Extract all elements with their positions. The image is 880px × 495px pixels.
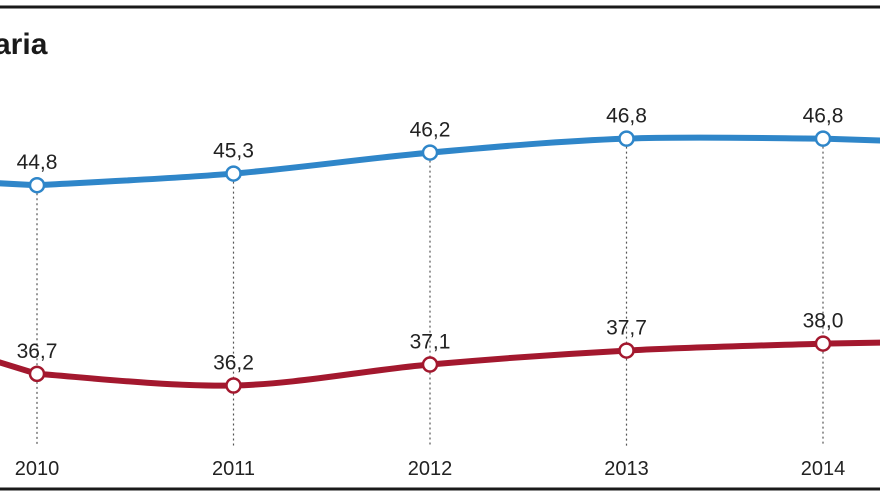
data-label: 46,8 [803, 105, 844, 128]
data-point [618, 342, 635, 359]
chart-title: aria [0, 28, 48, 61]
value-labels: 44,8 45,3 46,2 46,8 46,8 36,7 36,2 37,1 37,7 38,0 [17, 105, 844, 375]
data-label: 45,3 [213, 140, 254, 163]
x-tick-label: 2013 [604, 458, 649, 480]
data-point [421, 356, 439, 373]
x-tick-label: 2010 [15, 458, 60, 480]
data-point [618, 130, 635, 147]
x-tick-label: 2014 [801, 458, 846, 480]
data-point [421, 144, 439, 161]
series-line-right-stub [820, 135, 880, 144]
data-point [28, 365, 46, 383]
x-tick-label: 2011 [212, 458, 255, 480]
data-label: 37,7 [606, 317, 647, 340]
x-axis-ticks: 2010 2011 2012 2013 2014 [15, 458, 846, 480]
data-point [814, 335, 832, 352]
data-label: 36,2 [213, 352, 254, 375]
data-point [225, 377, 242, 394]
data-label: 44,8 [17, 151, 58, 174]
data-label: 46,8 [606, 105, 647, 128]
data-point [814, 130, 832, 147]
guide-lines [36, 146, 824, 446]
x-tick-label: 2012 [408, 458, 453, 480]
data-label: 37,1 [410, 331, 451, 354]
data-label: 36,7 [17, 340, 58, 363]
data-label: 46,2 [410, 119, 451, 142]
data-point [28, 176, 46, 194]
data-point [225, 165, 242, 182]
data-points [28, 130, 832, 394]
data-label: 38,0 [803, 310, 844, 333]
series-line-right-stub [820, 339, 880, 347]
